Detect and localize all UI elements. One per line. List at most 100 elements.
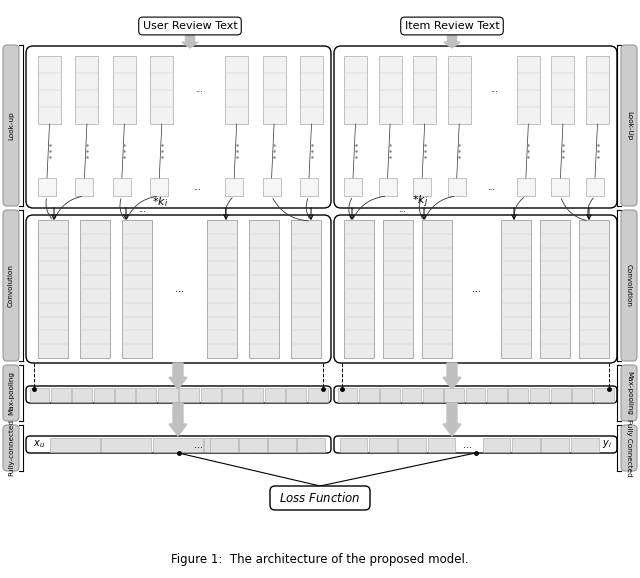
- Text: $* k_i$: $* k_i$: [152, 195, 168, 209]
- Bar: [113, 178, 131, 196]
- Bar: [344, 220, 374, 358]
- Bar: [179, 387, 199, 402]
- Text: ...: ...: [193, 183, 201, 191]
- Bar: [76, 178, 93, 196]
- FancyBboxPatch shape: [621, 365, 637, 421]
- Bar: [38, 220, 68, 358]
- Bar: [448, 56, 470, 124]
- Bar: [380, 387, 400, 402]
- Bar: [300, 56, 323, 124]
- Bar: [255, 438, 305, 451]
- Bar: [359, 387, 379, 402]
- Bar: [262, 178, 280, 196]
- FancyBboxPatch shape: [621, 45, 637, 206]
- Bar: [201, 387, 221, 402]
- Bar: [262, 56, 285, 124]
- Bar: [552, 178, 570, 196]
- FancyBboxPatch shape: [334, 386, 617, 403]
- Bar: [337, 387, 357, 402]
- Text: $x_u$: $x_u$: [33, 439, 45, 450]
- FancyBboxPatch shape: [26, 46, 331, 208]
- Bar: [93, 387, 113, 402]
- Text: ...: ...: [138, 205, 146, 214]
- Bar: [38, 178, 56, 196]
- FancyBboxPatch shape: [3, 45, 19, 206]
- Bar: [423, 387, 443, 402]
- Bar: [101, 438, 151, 451]
- Bar: [512, 438, 540, 451]
- Bar: [398, 438, 426, 451]
- Text: Item Review Text: Item Review Text: [404, 21, 499, 31]
- Bar: [383, 220, 413, 358]
- Text: $y_i$: $y_i$: [602, 439, 612, 450]
- FancyArrow shape: [443, 403, 461, 436]
- Bar: [594, 387, 614, 402]
- FancyBboxPatch shape: [26, 436, 331, 453]
- Text: ...: ...: [463, 439, 472, 450]
- Bar: [291, 220, 321, 358]
- Bar: [541, 438, 569, 451]
- FancyArrow shape: [444, 35, 460, 48]
- Bar: [413, 56, 436, 124]
- Text: ...: ...: [472, 284, 481, 294]
- Bar: [579, 220, 609, 358]
- Bar: [552, 56, 575, 124]
- FancyBboxPatch shape: [3, 210, 19, 361]
- Text: Max-pooling: Max-pooling: [626, 371, 632, 415]
- Bar: [115, 387, 135, 402]
- Bar: [551, 387, 571, 402]
- Text: Fully-connected: Fully-connected: [8, 420, 14, 476]
- Text: Figure 1:  The architecture of the proposed model.: Figure 1: The architecture of the propos…: [171, 554, 469, 566]
- Bar: [158, 387, 178, 402]
- Bar: [72, 387, 92, 402]
- FancyBboxPatch shape: [3, 425, 19, 471]
- Bar: [483, 438, 511, 451]
- Bar: [150, 56, 173, 124]
- Bar: [239, 438, 266, 451]
- Bar: [210, 438, 237, 451]
- Text: $* k_j$: $* k_j$: [412, 194, 428, 210]
- Bar: [150, 178, 168, 196]
- Bar: [29, 387, 49, 402]
- Bar: [122, 220, 152, 358]
- Text: Look-up: Look-up: [8, 111, 14, 140]
- FancyArrow shape: [169, 363, 187, 389]
- Bar: [225, 56, 248, 124]
- Bar: [80, 220, 110, 358]
- Bar: [268, 438, 296, 451]
- Bar: [136, 387, 156, 402]
- Bar: [49, 438, 99, 451]
- Bar: [517, 56, 540, 124]
- Text: Fully Connected: Fully Connected: [626, 419, 632, 477]
- Bar: [571, 438, 598, 451]
- Bar: [540, 220, 570, 358]
- Bar: [297, 438, 324, 451]
- Bar: [152, 438, 202, 451]
- Bar: [249, 220, 279, 358]
- Bar: [344, 56, 367, 124]
- Text: ...: ...: [398, 205, 406, 214]
- Bar: [500, 220, 531, 358]
- Bar: [76, 56, 99, 124]
- FancyBboxPatch shape: [334, 46, 617, 208]
- Bar: [207, 220, 237, 358]
- Bar: [243, 387, 263, 402]
- FancyBboxPatch shape: [26, 215, 331, 363]
- Bar: [422, 220, 452, 358]
- Bar: [225, 178, 243, 196]
- FancyBboxPatch shape: [621, 210, 637, 361]
- Bar: [113, 56, 136, 124]
- Bar: [401, 387, 421, 402]
- Text: User Review Text: User Review Text: [143, 21, 237, 31]
- Text: ...: ...: [194, 439, 203, 450]
- Bar: [265, 387, 285, 402]
- Text: ...: ...: [490, 86, 498, 94]
- Text: Convolution: Convolution: [626, 264, 632, 307]
- FancyArrow shape: [169, 403, 187, 436]
- Bar: [308, 387, 328, 402]
- Bar: [572, 387, 592, 402]
- Bar: [286, 387, 306, 402]
- FancyBboxPatch shape: [3, 365, 19, 421]
- Bar: [300, 178, 318, 196]
- Text: ...: ...: [195, 86, 203, 94]
